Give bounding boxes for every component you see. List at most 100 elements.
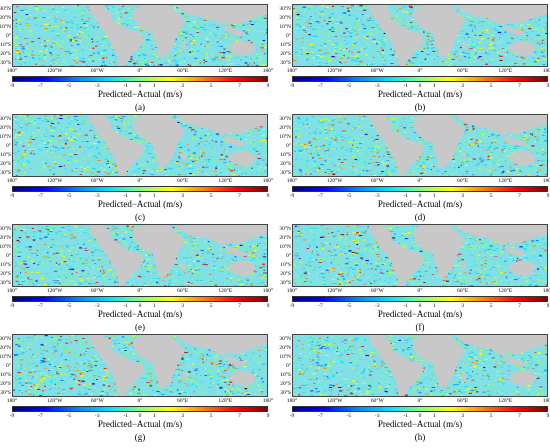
colorbar-tick-label: -9 bbox=[289, 303, 295, 309]
longitude-label: 0° bbox=[137, 178, 143, 184]
colorbar-tick-label: 7 bbox=[518, 303, 521, 309]
colorbar-tick-label: 1 bbox=[152, 303, 156, 309]
colorbar-tick-label: -3 bbox=[375, 413, 380, 419]
latitude-axis: 30°N 20°N 10°N 0° 10°S 20°S 30°S bbox=[279, 224, 292, 287]
colorbar-tick-label: -3 bbox=[375, 83, 380, 89]
longitude-label: 120°W bbox=[326, 288, 343, 294]
latitude-axis: 30°N 20°N 10°N 0° 10°S 20°S 30°S bbox=[279, 114, 292, 177]
land-africa bbox=[412, 115, 466, 170]
longitude-label: 60°E bbox=[457, 178, 469, 184]
colorbar-tick-label: 7 bbox=[518, 83, 521, 89]
latitude-label: 0° bbox=[286, 363, 291, 369]
colorbar-tick-label: 9 bbox=[546, 83, 550, 89]
land-eurasia bbox=[175, 225, 267, 246]
error-map bbox=[12, 114, 268, 177]
longitude-label: 60°W bbox=[370, 288, 384, 294]
colorbar-tick-label: 0 bbox=[418, 413, 422, 419]
land-maritime-asia bbox=[224, 245, 246, 257]
longitude-label: 180° bbox=[286, 68, 298, 74]
latitude-label: 20°S bbox=[280, 381, 291, 387]
colorbar-title: Predicted−Actual (m/s) bbox=[377, 89, 463, 99]
colorbar-tick-label: -9 bbox=[9, 83, 15, 89]
latitude-label: 30°N bbox=[279, 116, 291, 122]
latitude-label: 10°N bbox=[0, 244, 11, 250]
longitude-label: 180° bbox=[262, 68, 274, 74]
land-americas bbox=[369, 225, 425, 286]
colorbar bbox=[12, 76, 268, 82]
latitude-label: 10°S bbox=[0, 152, 11, 158]
land-mask bbox=[369, 335, 547, 396]
colorbar-tick-label: -7 bbox=[318, 413, 323, 419]
latitude-label: 0° bbox=[6, 143, 11, 149]
colorbar-tick-label: 3 bbox=[181, 413, 185, 419]
colorbar-ticks: -9 -7 -5 -3 -1 0 1 3 5 7 9 bbox=[10, 303, 270, 310]
colorbar-tick-label: -3 bbox=[95, 303, 100, 309]
longitude-label: 60°E bbox=[457, 398, 469, 404]
land-maritime-asia bbox=[504, 135, 526, 147]
colorbar-tick-label: 1 bbox=[152, 413, 156, 419]
colorbar-tick-label: 0 bbox=[418, 303, 422, 309]
latitude-label: 20°N bbox=[279, 15, 291, 21]
longitude-axis: 180° 120°W 60°W 0° 60°E 120°E 180° bbox=[287, 397, 550, 405]
latitude-label: 30°N bbox=[0, 116, 11, 122]
colorbar-tick-label: 3 bbox=[461, 193, 465, 199]
land-americas bbox=[89, 335, 145, 396]
land-maritime-asia bbox=[224, 355, 246, 367]
land-eurasia bbox=[175, 115, 267, 136]
latitude-axis: 30°N 20°N 10°N 0° 10°S 20°S 30°S bbox=[0, 224, 12, 287]
latitude-label: 30°N bbox=[279, 226, 291, 232]
colorbar-title: Predicted−Actual (m/s) bbox=[97, 309, 183, 319]
colorbar-tick-label: -3 bbox=[95, 413, 100, 419]
colorbar-tick-label: 0 bbox=[138, 303, 142, 309]
latitude-axis: 30°N 20°N 10°N 0° 10°S 20°S 30°S bbox=[0, 334, 12, 397]
colorbar bbox=[12, 406, 268, 412]
latitude-label: 10°S bbox=[0, 372, 11, 378]
colorbar-ticks: -9 -7 -5 -3 -1 0 1 3 5 7 9 bbox=[9, 83, 270, 90]
longitude-axis: 180° 120°W 60°W 0° 60°E 120°E 180° bbox=[287, 287, 550, 295]
longitude-label: 60°E bbox=[177, 68, 189, 74]
latitude-label: 10°S bbox=[0, 42, 11, 48]
error-map bbox=[12, 334, 268, 397]
colorbar-tick-label: 9 bbox=[546, 193, 550, 199]
longitude-label: 120°E bbox=[218, 178, 233, 184]
longitude-label: 120°E bbox=[498, 398, 513, 404]
latitude-label: 10°N bbox=[279, 354, 291, 360]
land-mask bbox=[89, 115, 267, 176]
longitude-label: 120°W bbox=[46, 288, 63, 294]
latitude-label: 30°S bbox=[0, 390, 11, 396]
longitude-label: 60°W bbox=[370, 178, 384, 184]
map-panel: 30°N 20°N 10°N 0° 10°S 20°S 30°S 180° 120°W 60°W… bbox=[0, 4, 274, 114]
longitude-label: 180° bbox=[542, 398, 550, 404]
latitude-label: 0° bbox=[286, 253, 291, 259]
colorbar-tick-label: -7 bbox=[38, 303, 43, 309]
error-map bbox=[292, 4, 548, 67]
error-map bbox=[292, 224, 548, 287]
colorbar bbox=[292, 186, 548, 192]
latitude-label: 20°N bbox=[279, 125, 291, 131]
colorbar-tick-label: 9 bbox=[546, 413, 550, 419]
panel-label: (b) bbox=[414, 102, 426, 112]
latitude-label: 20°N bbox=[0, 125, 11, 131]
colorbar-tick-label: -1 bbox=[123, 413, 129, 419]
colorbar bbox=[292, 296, 548, 302]
colorbar-tick-label: -3 bbox=[375, 193, 380, 199]
land-australia bbox=[228, 370, 256, 387]
land-australia bbox=[508, 260, 536, 277]
latitude-axis: 30°N 20°N 10°N 0° 10°S 20°S 30°S bbox=[0, 4, 12, 67]
land-africa bbox=[132, 225, 186, 280]
land-africa bbox=[412, 5, 466, 60]
land-africa bbox=[132, 5, 186, 60]
latitude-label: 10°N bbox=[0, 134, 11, 140]
longitude-label: 180° bbox=[542, 288, 550, 294]
map-canvas bbox=[293, 225, 547, 286]
longitude-label: 120°E bbox=[498, 288, 513, 294]
colorbar-tick-label: 7 bbox=[238, 193, 241, 199]
land-americas bbox=[89, 5, 145, 66]
latitude-label: 20°S bbox=[280, 161, 291, 167]
map-panel: 30°N 20°N 10°N 0° 10°S 20°S 30°S 180° 120°W 60°W… bbox=[279, 4, 550, 114]
latitude-label: 30°N bbox=[279, 336, 291, 342]
longitude-label: 0° bbox=[417, 68, 423, 74]
map-panel: 30°N 20°N 10°N 0° 10°S 20°S 30°S 180° 120°W 60°W… bbox=[0, 114, 273, 224]
colorbar-tick-label: -7 bbox=[38, 83, 43, 89]
longitude-label: 180° bbox=[6, 178, 18, 184]
